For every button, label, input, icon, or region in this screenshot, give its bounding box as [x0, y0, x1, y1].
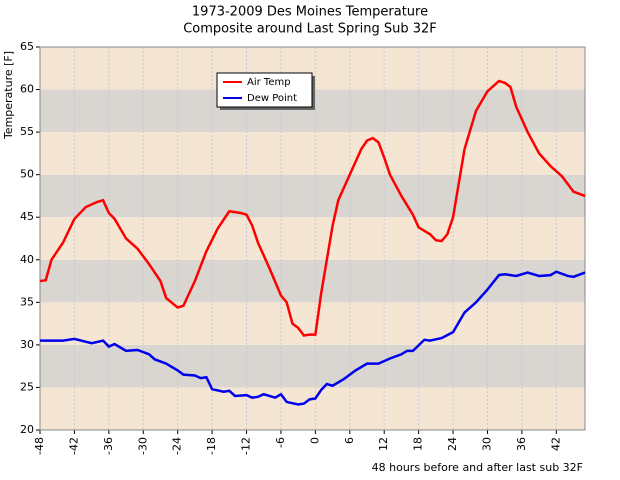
x-tick-label: -42	[67, 437, 80, 455]
legend	[216, 72, 313, 108]
x-tick-label: -48	[33, 437, 46, 455]
band	[40, 344, 585, 388]
x-tick-label: -6	[274, 437, 287, 448]
y-tick-label: 25	[20, 380, 34, 393]
x-tick-label: 6	[343, 437, 356, 444]
y-tick-label: 30	[20, 338, 34, 351]
y-tick-label: 55	[20, 125, 34, 138]
x-tick-label: -18	[205, 437, 218, 455]
x-tick-label: 24	[446, 437, 459, 451]
y-tick-label: 20	[20, 423, 34, 436]
y-tick-label: 35	[20, 295, 34, 308]
chart-subtitle: Composite around Last Spring Sub 32F	[183, 22, 437, 37]
x-tick-label: -36	[102, 437, 115, 455]
band	[40, 302, 585, 345]
band	[40, 259, 585, 303]
y-tick-label: 65	[20, 40, 34, 53]
x-tick-label: 30	[480, 437, 493, 451]
plot-frame	[39, 46, 586, 431]
legend-label: Air Temp	[247, 77, 291, 88]
band	[40, 217, 585, 260]
y-tick-label: 40	[20, 253, 34, 266]
x-tick-label: 18	[412, 437, 425, 451]
band	[40, 132, 585, 175]
y-tick-label: 50	[20, 168, 34, 181]
x-tick-label: -30	[136, 437, 149, 455]
x-tick-label: -12	[240, 437, 253, 455]
x-tick-label: 42	[549, 437, 562, 451]
y-tick-label: 45	[20, 210, 34, 223]
y-axis-label: Temperature [F]	[2, 51, 15, 140]
line	[39, 79, 586, 337]
legend-label: Dew Point	[247, 93, 297, 104]
band	[40, 387, 585, 430]
x-tick-label: 12	[377, 437, 390, 451]
chart-title: 1973-2009 Des Moines Temperature	[192, 5, 428, 20]
line	[40, 270, 586, 406]
x-tick-label: -24	[171, 437, 184, 455]
y-tick-label: 60	[20, 83, 34, 96]
band	[40, 174, 585, 218]
x-tick-label: 0	[308, 437, 321, 444]
x-axis-label: 48 hours before and after last sub 32F	[372, 461, 583, 474]
x-tick-label: 36	[515, 437, 528, 451]
